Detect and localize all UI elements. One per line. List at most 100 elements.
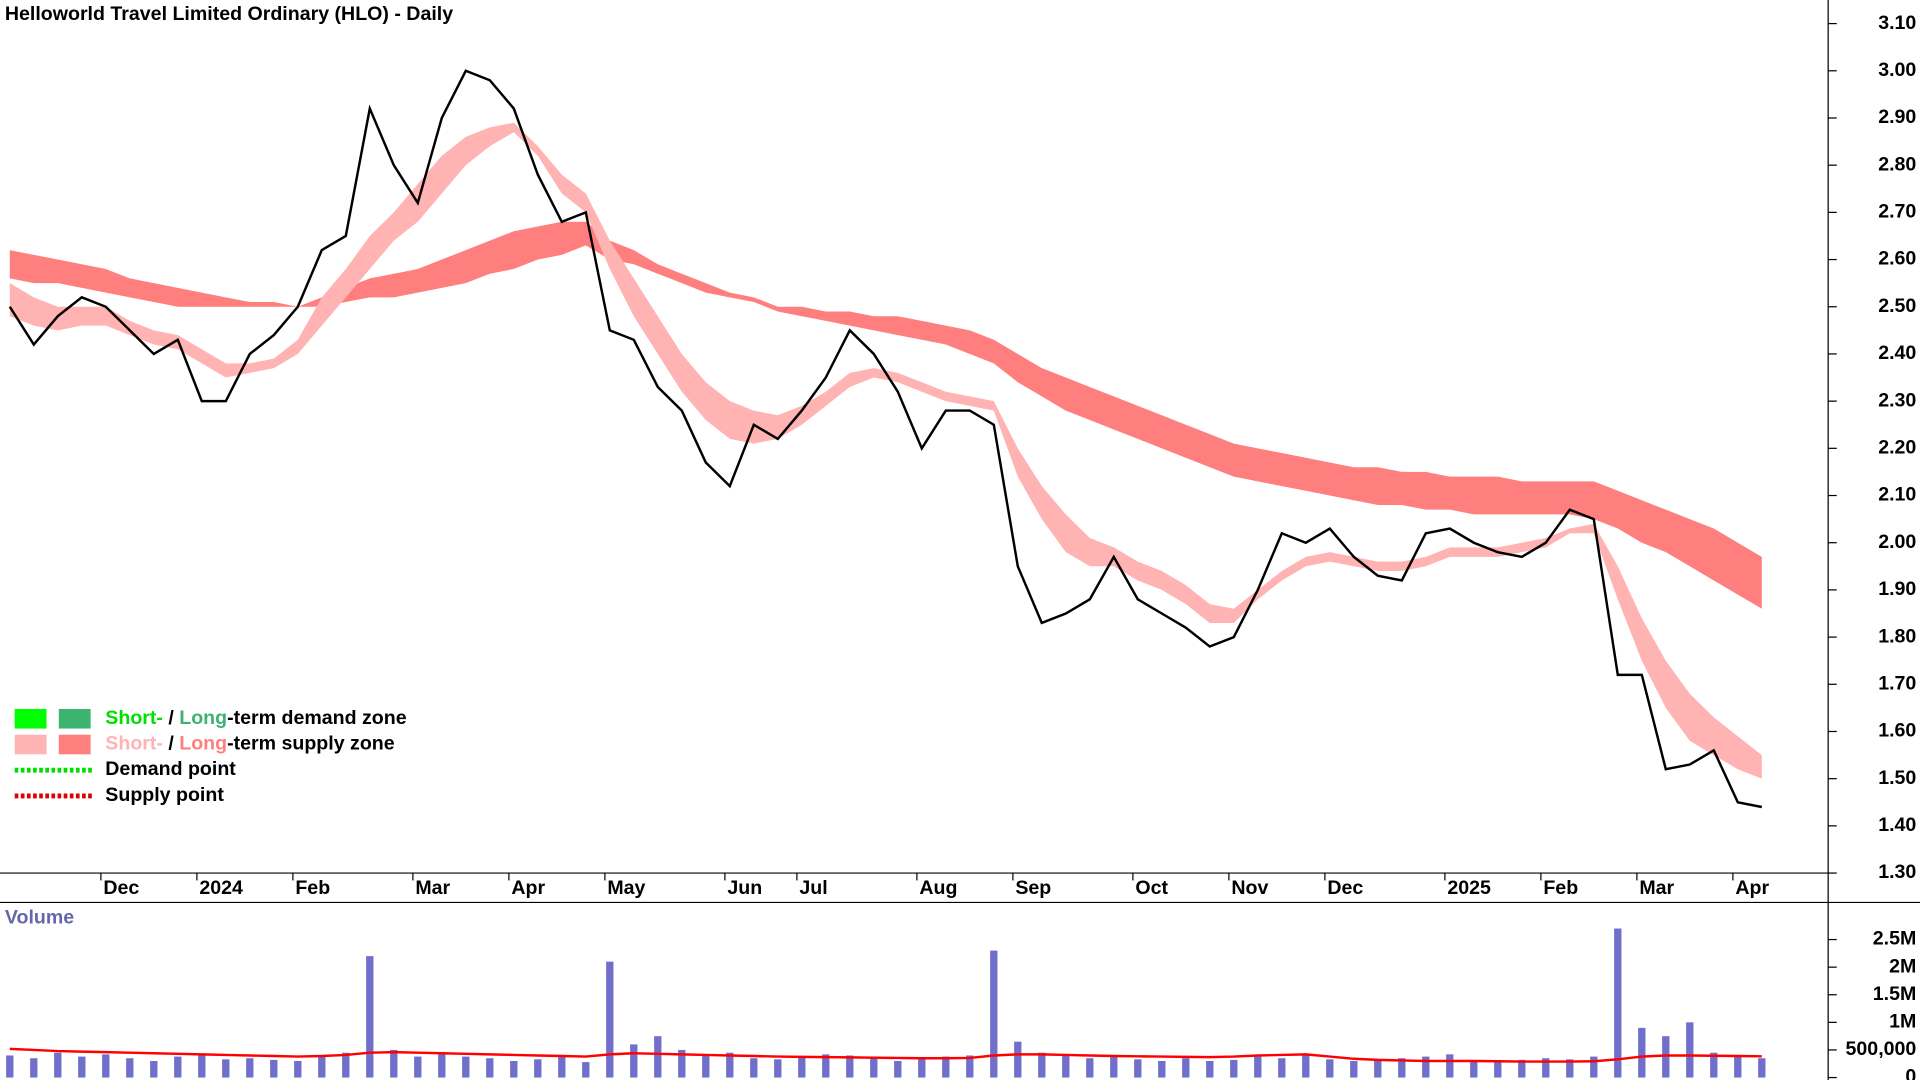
y-tick-label: 2.20	[1878, 437, 1916, 459]
y-tick-label: 3.10	[1878, 12, 1916, 34]
volume-bar	[1398, 1058, 1406, 1078]
volume-bar	[990, 950, 998, 1078]
volume-bar	[390, 1049, 398, 1078]
x-tick-label: May	[607, 877, 645, 899]
x-tick-label: Feb	[295, 877, 330, 899]
y-tick-label: 2.30	[1878, 389, 1916, 411]
volume-bar	[1206, 1060, 1214, 1078]
price-panel: 1.30 1.40 1.50 1.60 1.70 1.80 1.90 2.00 2.10 2.20…	[8, 12, 1916, 899]
volume-bar	[1158, 1060, 1166, 1078]
y-tick-label: 2.40	[1878, 342, 1916, 364]
volume-bar	[1710, 1052, 1718, 1078]
volume-bar	[126, 1058, 134, 1078]
volume-bar	[198, 1055, 206, 1078]
volume-bar	[1110, 1056, 1118, 1078]
volume-bar	[654, 1036, 662, 1078]
x-tick-label: Apr	[1735, 877, 1769, 899]
volume-bar	[1374, 1059, 1382, 1078]
legend-swatch	[14, 708, 47, 729]
volume-bar	[726, 1052, 734, 1078]
volume-bar	[414, 1056, 422, 1078]
volume-bar	[1758, 1058, 1766, 1078]
y-tick-label: 2.50	[1878, 295, 1916, 317]
y-tick-label: 1.30	[1878, 861, 1916, 883]
y-tick-label: 1.70	[1878, 672, 1916, 694]
volume-bar	[150, 1060, 158, 1078]
volume-bar	[1518, 1059, 1526, 1078]
volume-average	[9, 1047, 1762, 1063]
x-tick-label: Jul	[799, 877, 827, 899]
legend-text: Demand point	[105, 758, 236, 780]
volume-bar	[750, 1058, 758, 1078]
legend-label: Short- / Long-term supply zone	[105, 733, 394, 755]
volume-bar	[462, 1056, 470, 1078]
legend-text: -term demand zone	[227, 707, 407, 729]
volume-bar	[1470, 1060, 1478, 1078]
volume-bar	[270, 1059, 278, 1078]
y-tick-label: 0	[1905, 1066, 1916, 1080]
volume-bar	[966, 1055, 974, 1078]
volume-bar	[30, 1058, 38, 1078]
volume-bar	[606, 961, 614, 1078]
volume-bar	[294, 1060, 302, 1078]
y-tick-label: 1M	[1889, 1011, 1916, 1033]
legend-text: Long	[179, 707, 227, 729]
volume-bar	[174, 1056, 182, 1078]
x-tick-label: 2025	[1447, 877, 1491, 899]
volume-bar	[1542, 1058, 1550, 1078]
y-tick-label: 2.5M	[1873, 928, 1917, 950]
volume-bar	[1134, 1059, 1142, 1078]
y-tick-label: 2.90	[1878, 106, 1916, 128]
volume-bar	[318, 1056, 326, 1078]
y-tick-label: 2.60	[1878, 248, 1916, 270]
y-tick-label: 2.70	[1878, 201, 1916, 223]
legend-label: Demand point	[105, 758, 236, 780]
volume-bar	[486, 1058, 494, 1078]
volume-bar	[1566, 1059, 1574, 1078]
volume-bar	[1638, 1027, 1646, 1078]
y-tick-label: 1.90	[1878, 578, 1916, 600]
volume-bar	[78, 1056, 86, 1078]
y-tick-label: 1.50	[1878, 767, 1916, 789]
volume-title: Volume	[5, 907, 74, 929]
price-line	[8, 69, 1763, 809]
volume-bar	[630, 1044, 638, 1078]
legend-text: Supply point	[105, 784, 224, 806]
x-tick-label: Mar	[415, 877, 450, 899]
y-tick-label: 2.00	[1878, 531, 1916, 553]
volume-bar	[1590, 1056, 1598, 1078]
volume-bar	[846, 1055, 854, 1078]
volume-bar	[438, 1054, 446, 1078]
legend-text: Long	[179, 733, 227, 755]
volume-panel: 0 500,000 1M 1.5M 2M 2.5M	[6, 928, 1916, 1080]
volume-bar	[1086, 1058, 1094, 1078]
volume-bar	[1182, 1058, 1190, 1078]
legend-text: Short-	[105, 707, 163, 729]
volume-bar	[678, 1049, 686, 1078]
legend-text: -term supply zone	[227, 733, 395, 755]
legend-swatch	[14, 734, 47, 755]
volume-bar	[582, 1062, 590, 1078]
volume-bar	[6, 1055, 14, 1078]
legend-label: Short- / Long-term demand zone	[105, 707, 406, 729]
chart-title: Helloworld Travel Limited Ordinary (HLO)…	[5, 3, 453, 25]
volume-bar	[1446, 1054, 1454, 1078]
volume-bar	[1014, 1041, 1022, 1078]
y-tick-label: 1.40	[1878, 814, 1916, 836]
volume-bar	[510, 1060, 518, 1078]
legend-text: /	[163, 733, 179, 755]
y-tick-label: 2M	[1889, 955, 1916, 977]
legend-text: Short-	[105, 733, 163, 755]
volume-bar	[702, 1055, 710, 1078]
x-tick-label: 2024	[199, 877, 243, 899]
legend-swatch	[58, 734, 91, 755]
y-tick-label: 500,000	[1846, 1038, 1917, 1060]
legend-swatch	[58, 708, 91, 729]
x-tick-label: Dec	[1327, 877, 1363, 899]
volume-bar	[1350, 1060, 1358, 1078]
volume-bar	[870, 1058, 878, 1078]
volume-bar	[1734, 1056, 1742, 1078]
volume-bar	[1494, 1062, 1502, 1078]
